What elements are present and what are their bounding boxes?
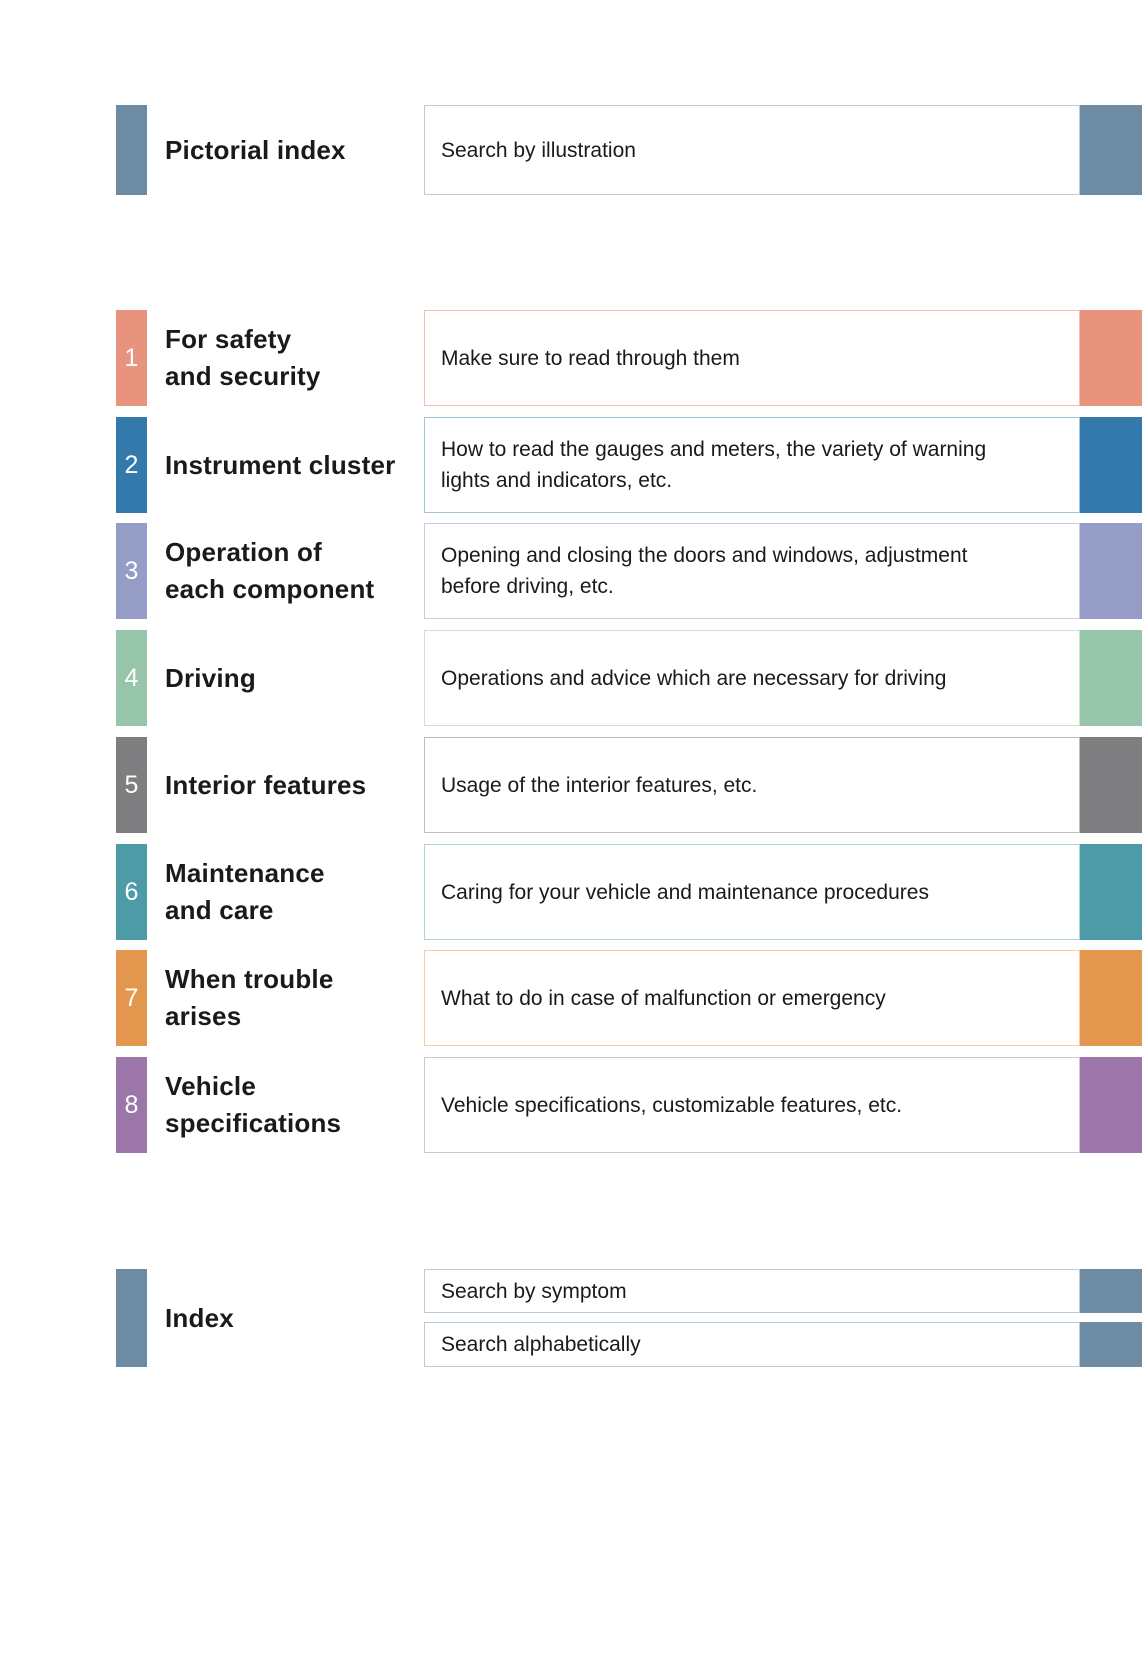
chapter-2-accent-bar	[1080, 417, 1142, 513]
index-alphabetical-label: Search alphabetically	[441, 1333, 641, 1356]
chapter-8-title: Vehicle specifications	[165, 1071, 342, 1138]
chapter-5-number-tab: 5	[116, 737, 147, 833]
chapter-7-accent-bar	[1080, 950, 1142, 1046]
chapter-7-number: 7	[124, 983, 139, 1012]
pictorial-index-description-box: Search by illustration	[424, 105, 1080, 195]
chapter-3-description: Opening and closing the doors and window…	[441, 544, 968, 598]
chapter-6-number: 6	[124, 877, 139, 906]
chapter-7-number-tab: 7	[116, 950, 147, 1046]
chapter-7-title: When trouble arises	[165, 964, 334, 1031]
index-tab	[116, 1269, 147, 1367]
chapter-6-number-tab: 6	[116, 844, 147, 940]
pictorial-index-description: Search by illustration	[441, 138, 636, 162]
chapter-3-accent-bar	[1080, 523, 1142, 619]
index-alphabetical-accent-bar	[1080, 1322, 1142, 1367]
index-section: Index Search by symptom Search alphabeti…	[0, 1269, 1142, 1367]
index-row-symptom[interactable]: Search by symptom	[0, 1269, 1142, 1313]
chapter-4-number-tab: 4	[116, 630, 147, 726]
chapter-5-title: Interior features	[165, 769, 367, 800]
chapter-4-description-box: Operations and advice which are necessar…	[424, 630, 1080, 726]
chapter-2-description: How to read the gauges and meters, the v…	[441, 438, 987, 492]
chapter-row-4[interactable]: 4 Driving Operations and advice which ar…	[0, 630, 1142, 726]
chapter-row-6[interactable]: 6 Maintenance and care Caring for your v…	[0, 844, 1142, 940]
chapter-8-number: 8	[124, 1090, 139, 1119]
chapter-1-accent-bar	[1080, 310, 1142, 406]
chapter-1-title: For safety and security	[165, 324, 321, 391]
chapter-1-number: 1	[124, 343, 139, 372]
index-symptom-box: Search by symptom	[424, 1269, 1080, 1313]
chapter-3-title: Operation of each component	[165, 537, 375, 604]
chapter-7-description-box: What to do in case of malfunction or eme…	[424, 950, 1080, 1046]
chapter-5-description-box: Usage of the interior features, etc.	[424, 737, 1080, 833]
index-title: Index	[165, 1302, 234, 1333]
chapter-6-accent-bar	[1080, 844, 1142, 940]
chapter-4-number: 4	[124, 663, 139, 692]
chapter-2-number-tab: 2	[116, 417, 147, 513]
index-row-alphabetical[interactable]: Search alphabetically	[0, 1322, 1142, 1367]
chapter-row-7[interactable]: 7 When trouble arises What to do in case…	[0, 950, 1142, 1046]
chapter-row-2[interactable]: 2 Instrument cluster How to read the gau…	[0, 417, 1142, 513]
chapter-row-5[interactable]: 5 Interior features Usage of the interio…	[0, 737, 1142, 833]
index-alphabetical-box: Search alphabetically	[424, 1322, 1080, 1367]
chapter-8-number-tab: 8	[116, 1057, 147, 1153]
pictorial-index-title: Pictorial index	[165, 134, 346, 165]
chapter-5-accent-bar	[1080, 737, 1142, 833]
chapter-4-description: Operations and advice which are necessar…	[441, 666, 947, 690]
index-symptom-label: Search by symptom	[441, 1279, 627, 1303]
chapter-6-title: Maintenance and care	[165, 858, 325, 925]
chapter-2-title: Instrument cluster	[165, 449, 396, 480]
chapter-row-8[interactable]: 8 Vehicle specifications Vehicle specifi…	[0, 1057, 1142, 1153]
pictorial-index-tab	[116, 105, 147, 195]
pictorial-index-accent-bar	[1080, 105, 1142, 195]
chapter-1-number-tab: 1	[116, 310, 147, 406]
chapter-4-title: Driving	[165, 662, 256, 693]
chapter-5-description: Usage of the interior features, etc.	[441, 773, 758, 797]
chapter-1-description-box: Make sure to read through them	[424, 310, 1080, 406]
chapter-2-description-box: How to read the gauges and meters, the v…	[424, 417, 1080, 513]
chapter-1-description: Make sure to read through them	[441, 346, 740, 370]
pictorial-index-row[interactable]: Pictorial index Search by illustration	[0, 105, 1142, 195]
chapter-8-description-box: Vehicle specifications, customizable fea…	[424, 1057, 1080, 1153]
chapter-6-description-box: Caring for your vehicle and maintenance …	[424, 844, 1080, 940]
chapter-row-1[interactable]: 1 For safety and security Make sure to r…	[0, 310, 1142, 406]
index-symptom-accent-bar	[1080, 1269, 1142, 1313]
chapter-5-number: 5	[124, 770, 139, 799]
chapter-3-number: 3	[124, 556, 139, 585]
chapter-4-accent-bar	[1080, 630, 1142, 726]
chapter-3-description-box: Opening and closing the doors and window…	[424, 523, 1080, 619]
chapter-8-description: Vehicle specifications, customizable fea…	[441, 1093, 903, 1117]
chapter-3-number-tab: 3	[116, 523, 147, 619]
chapter-row-3[interactable]: 3 Operation of each component Opening an…	[0, 523, 1142, 619]
chapter-8-accent-bar	[1080, 1057, 1142, 1153]
chapter-7-description: What to do in case of malfunction or eme…	[441, 986, 886, 1010]
chapter-6-description: Caring for your vehicle and maintenance …	[441, 880, 929, 904]
chapter-2-number: 2	[124, 450, 139, 479]
